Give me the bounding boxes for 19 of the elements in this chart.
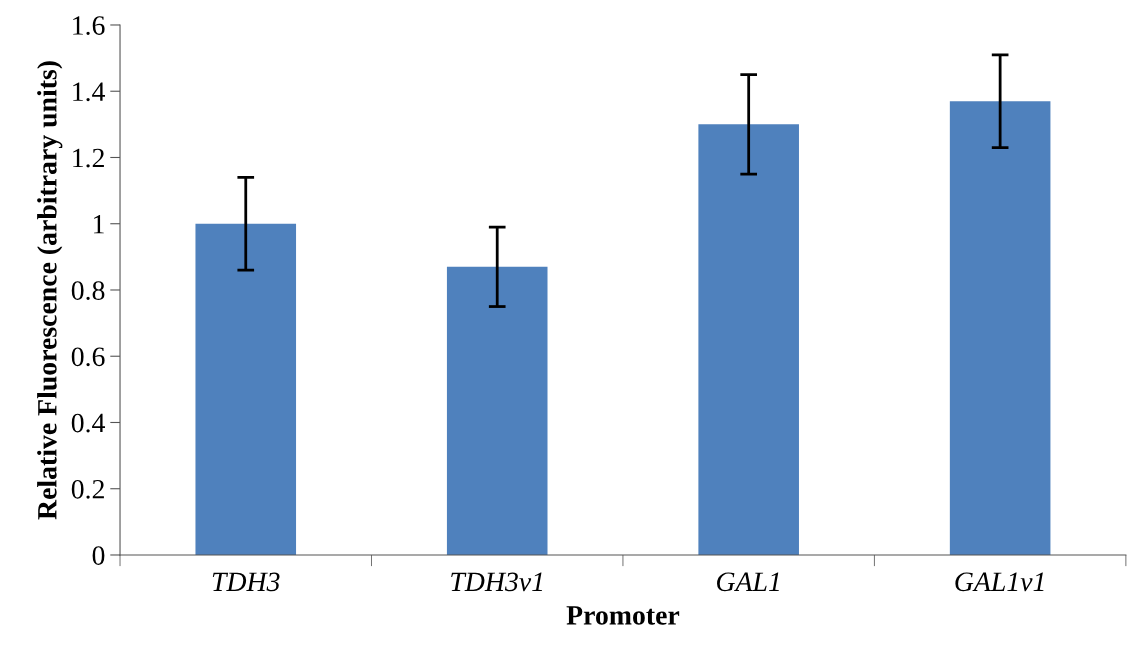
y-tick-label: 0.2 (71, 479, 104, 499)
bar (446, 266, 548, 555)
y-tick-label: 1 (94, 215, 104, 234)
bar (698, 124, 799, 555)
y-tick-label: 0.8 (71, 281, 105, 301)
y-tick-label: 0 (92, 546, 105, 565)
y-tick-label: 1.4 (73, 82, 106, 102)
x-tick-label: TDH3 (212, 572, 280, 592)
bar (949, 101, 1051, 555)
x-tick-label: TDH3v1 (451, 572, 543, 592)
y-tick-label: 1.6 (73, 16, 105, 36)
x-axis-title: Promoter (566, 606, 680, 625)
x-tick-label: GAL1 (717, 572, 779, 592)
y-tick-label: 0.4 (71, 413, 106, 433)
y-axis-title: Relative Fluorescence (arbitrary units) (37, 61, 63, 520)
x-tick-label: GAL1v1 (955, 572, 1044, 592)
y-tick-label: 0.6 (71, 347, 105, 367)
bar (195, 223, 297, 555)
y-tick-label: 1.2 (73, 148, 104, 168)
